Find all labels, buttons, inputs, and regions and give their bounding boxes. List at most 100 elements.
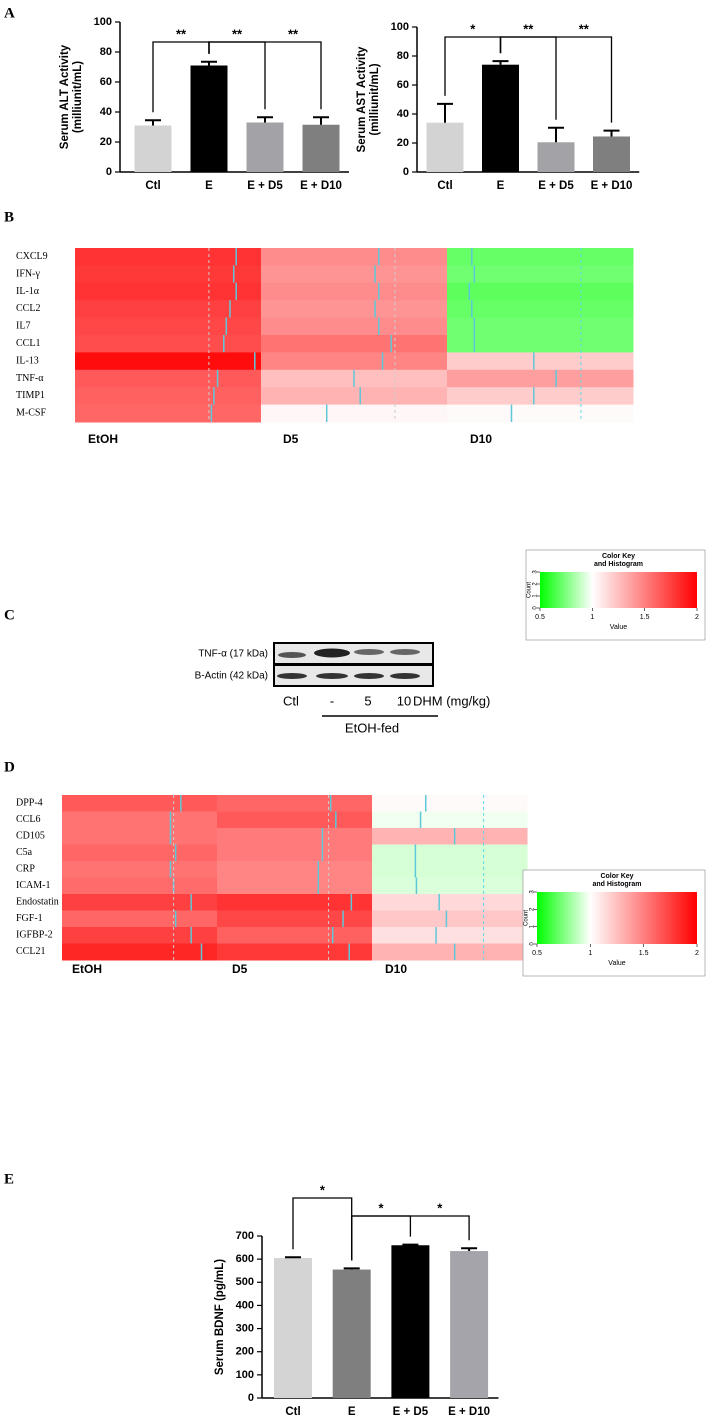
significance-bracket: [208, 41, 322, 110]
y-axis-title: Serum BDNF (pg/mL): [214, 1259, 226, 1375]
lane-label: Ctl: [283, 693, 299, 708]
x-tick-label: Ctl: [145, 180, 160, 192]
x-tick-label: E + D5: [247, 180, 283, 192]
bar: [426, 122, 464, 172]
significance-bracket: [499, 36, 613, 123]
key-x-title: Value: [608, 960, 625, 967]
column-label: D5: [283, 432, 299, 446]
error-bar: [548, 126, 564, 143]
heatmap-cell: [372, 828, 528, 845]
bar: [302, 124, 340, 172]
key-y-tick-label: 2: [530, 907, 536, 911]
heatmap-cell: [75, 387, 262, 406]
row-label: IL-13: [16, 355, 39, 366]
group-label: EtOH-fed: [345, 720, 399, 735]
key-y-title: Count: [524, 910, 530, 926]
significance-label: **: [288, 26, 299, 41]
heatmap-cell: [75, 265, 262, 284]
bar: [391, 1245, 430, 1398]
heatmap-cell: [75, 248, 262, 266]
key-y-tick-label: 3: [530, 890, 536, 894]
key-x-tick-label: 0.5: [535, 614, 545, 621]
x-tick-label: Ctl: [285, 1406, 300, 1418]
row-label: CXCL9: [16, 251, 48, 262]
significance-label: **: [176, 26, 187, 41]
heatmap-cell: [75, 369, 262, 388]
row-label: Endostatin: [16, 897, 59, 908]
western-blot: TNF-α (17 kDa) B-Actin (42 kDa) Ctl - 5 …: [195, 642, 490, 735]
column-label: D5: [232, 962, 248, 976]
color-key-title: and Histogram: [592, 881, 641, 888]
y-tick-label: 0: [403, 166, 409, 178]
row-label: IFN-γ: [16, 268, 40, 279]
key-x-tick-label: 2: [695, 950, 699, 957]
y-tick-label: 700: [236, 1230, 254, 1242]
x-tick-label: E: [348, 1406, 356, 1418]
row-label: IL-1α: [16, 286, 40, 297]
y-tick-label: 100: [391, 21, 409, 33]
x-tick-label: E + D10: [591, 180, 633, 192]
panel-label: E: [4, 1171, 14, 1187]
panel-label: C: [4, 607, 15, 623]
heatmap-cell: [217, 861, 373, 878]
unit-label: DHM (mg/kg): [413, 693, 490, 708]
y-tick-label: 60: [397, 79, 409, 91]
significance-label: *: [470, 21, 476, 36]
y-tick-label: 200: [236, 1346, 254, 1358]
band-label: B-Actin (42 kDa): [195, 671, 268, 682]
heatmap-cell: [217, 828, 373, 845]
heatmap-cell: [261, 317, 448, 336]
heatmap-cell: [447, 335, 634, 353]
row-label: CCL2: [16, 303, 40, 314]
lane-label: -: [330, 693, 334, 708]
band: [390, 649, 420, 655]
heatmap-cell: [75, 404, 262, 423]
y-tick-label: 0: [248, 1392, 254, 1404]
band: [316, 673, 348, 679]
y-tick-label: 600: [236, 1253, 254, 1265]
key-y-tick-label: 0: [530, 942, 536, 946]
heatmap-cell: [261, 300, 448, 319]
heatmap-cell: [62, 811, 218, 829]
bar: [190, 65, 228, 172]
significance-label: **: [523, 21, 534, 36]
heatmap-cell: [62, 910, 218, 928]
color-key-title: and Histogram: [594, 561, 643, 568]
band: [277, 673, 307, 679]
heatmap-cell: [217, 894, 373, 911]
heatmap-cell: [62, 861, 218, 878]
key-x-tick-label: 1.5: [639, 950, 649, 957]
row-label: FGF-1: [16, 913, 43, 924]
key-y-tick-label: 1: [530, 924, 536, 928]
error-bar: [257, 116, 273, 123]
heatmap-cell: [75, 300, 262, 319]
key-x-tick-label: 2: [695, 614, 699, 621]
bar: [482, 64, 519, 172]
error-bar: [603, 129, 620, 137]
column-label: D10: [385, 962, 407, 976]
heatmap-cell: [62, 844, 218, 862]
heatmap-cell: [62, 877, 218, 895]
heatmap-cell: [75, 282, 262, 301]
heatmap-cell: [447, 265, 634, 284]
lane-label: 10: [397, 693, 411, 708]
heatmap-cell: [75, 335, 262, 353]
bar: [332, 1269, 371, 1398]
heatmap-cell: [217, 795, 373, 812]
heatmap-cell: [372, 894, 528, 911]
significance-label: *: [379, 1200, 385, 1215]
blot-frame: [273, 664, 434, 687]
bar: [593, 136, 630, 172]
heatmap-cell: [217, 910, 373, 928]
y-axis-title: Serum ALT Activity: [59, 44, 71, 149]
error-bar: [402, 1243, 419, 1246]
error-bar: [437, 102, 453, 123]
key-y-tick-label: 3: [533, 570, 539, 574]
error-bar: [492, 60, 509, 65]
row-label: C5a: [16, 847, 33, 858]
band: [354, 649, 384, 655]
significance-label: **: [232, 26, 243, 41]
row-label: CCL1: [16, 338, 40, 349]
row-label: CRP: [16, 864, 35, 875]
